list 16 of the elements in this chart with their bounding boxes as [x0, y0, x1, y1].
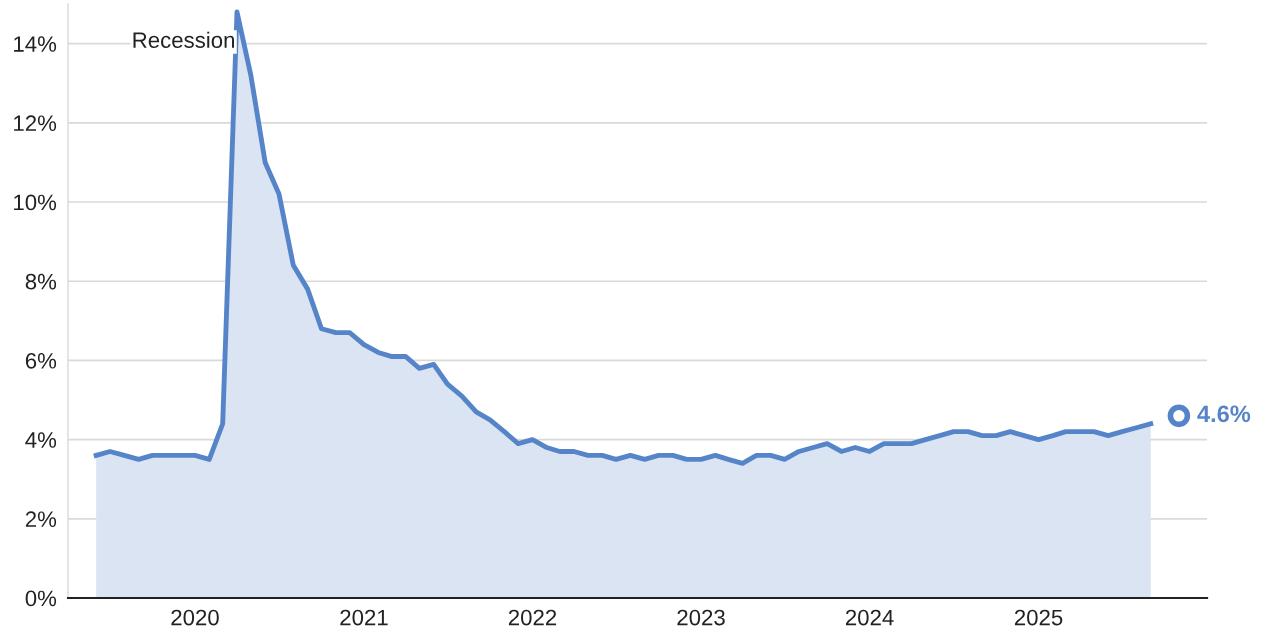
- x-tick-label: 2025: [1014, 609, 1063, 626]
- y-tick-label: 6%: [25, 352, 57, 369]
- x-tick-label: 2021: [340, 609, 388, 626]
- y-tick-label: 14%: [14, 36, 57, 52]
- y-tick-label: 8%: [25, 273, 57, 290]
- x-tick-label: 2022: [508, 609, 557, 626]
- y-tick-label: 10%: [14, 194, 57, 211]
- y-tick-label: 12%: [14, 115, 57, 131]
- x-tick-label: 2023: [677, 609, 725, 626]
- annotation: Recession: [133, 31, 234, 48]
- y-tick-label: 2%: [25, 511, 57, 527]
- x-tick-label: 2024: [845, 609, 894, 626]
- x-tick-label: 2020: [171, 609, 219, 626]
- y-tick-label: 0%: [25, 590, 57, 607]
- data-label: 4.6%: [1197, 405, 1251, 423]
- y-tick-label: 4%: [25, 432, 57, 448]
